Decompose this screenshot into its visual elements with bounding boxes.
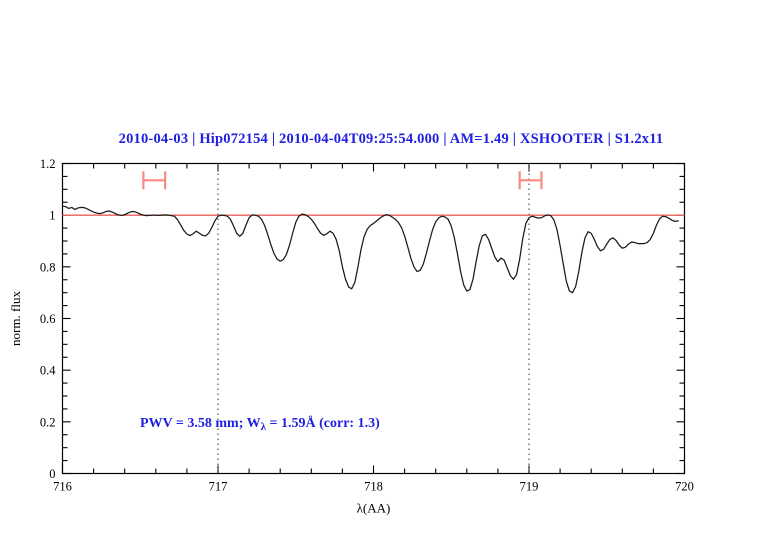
marker-right-icon	[518, 171, 543, 190]
y-tick-label: 0.8	[40, 260, 56, 274]
x-tick-label: 719	[520, 480, 539, 494]
annotation-subscript-lambda: λ	[261, 421, 267, 433]
y-tick-label: 0	[49, 467, 55, 481]
x-tick-label: 717	[209, 480, 228, 494]
y-tick-label: 1.2	[40, 157, 56, 171]
annotation-text-part1: PWV = 3.58 mm; W	[140, 416, 261, 431]
marker-left-icon	[142, 171, 167, 190]
x-tick-label: 720	[675, 480, 694, 494]
y-tick-label: 0.6	[40, 312, 56, 326]
pwv-annotation: PWV = 3.58 mm; Wλ = 1.59Å (corr: 1.3)	[140, 415, 380, 433]
y-tick-label: 0.2	[40, 415, 56, 429]
y-tick-label: 0.4	[40, 364, 56, 378]
y-tick-label: 1	[49, 209, 55, 223]
x-axis-title: λ(AA)	[357, 501, 391, 516]
x-tick-label: 716	[53, 480, 72, 494]
y-axis-title: norm. flux	[8, 291, 23, 346]
annotation-text-part2: = 1.59Å (corr: 1.3)	[266, 415, 380, 431]
plot-title: 2010-04-03 | Hip072154 | 2010-04-04T09:2…	[118, 131, 664, 147]
spectrum-curve	[61, 205, 679, 294]
x-tick-label: 718	[364, 480, 383, 494]
